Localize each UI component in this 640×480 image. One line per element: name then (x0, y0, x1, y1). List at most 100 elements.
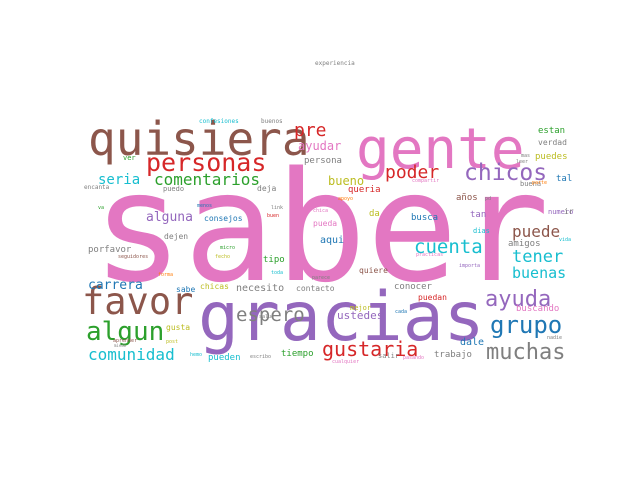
word-puedes: puedes (535, 152, 568, 162)
word-experiencia: experiencia (315, 60, 355, 67)
word-leer: leer (516, 159, 528, 165)
word-ver: ver (123, 154, 136, 162)
word-numero: numero (548, 208, 573, 216)
word-hemo: hemo (190, 352, 202, 358)
word-queria: queria (348, 185, 381, 195)
word-chica: chica (313, 208, 328, 214)
word-tal: tal (556, 174, 572, 184)
word-gente: gente (356, 117, 525, 182)
word-busca: busca (411, 213, 438, 223)
word-vida: vida (559, 237, 571, 243)
word-muchas: muchas (486, 340, 565, 365)
word-salir: salir (378, 352, 399, 360)
word-contacto: contacto (296, 284, 335, 293)
word-cuenta: cuenta (414, 236, 483, 258)
word-dale: dale (460, 337, 484, 348)
word-pasando: pasando (403, 355, 424, 361)
word-tiempo: tiempo (281, 349, 314, 359)
word-dias: dias (473, 227, 490, 235)
word-trabajo: trabajo (434, 350, 472, 360)
word-quiere: quiere (359, 266, 388, 275)
word-chicos: chicos (464, 160, 547, 186)
word-compartir: compartir (412, 178, 439, 184)
word-comunidad: comunidad (88, 345, 175, 364)
word-puedan: puedan (418, 293, 447, 302)
word-estan: estan (538, 126, 565, 136)
word-seguidores: seguidores (118, 254, 148, 260)
word-porfavor: porfavor (88, 245, 132, 255)
word-mas: mas (521, 153, 530, 159)
word-buena: buena (520, 180, 541, 188)
word-da: da (369, 209, 380, 219)
word-saber: saber (92, 139, 550, 316)
word-aprender: aprender (113, 338, 137, 344)
word-gusta: gusta (166, 323, 190, 332)
word-post: post (166, 339, 178, 345)
word-ayuda: ayuda (485, 287, 551, 312)
word-cualquier: cualquier (332, 359, 359, 365)
word-apoyo: apoyo (338, 196, 353, 202)
word-seria: seria (98, 172, 140, 188)
word-tan: tan (470, 210, 486, 220)
word-alguna: alguna (146, 210, 193, 225)
word-practicas: practicas (416, 252, 443, 258)
word-pueda: pueda (313, 219, 337, 228)
word-amigos: amigos (508, 239, 541, 249)
word-espero: espero (236, 304, 305, 326)
word-mejor: mejor (350, 304, 371, 312)
word-gracias: gracias (198, 278, 485, 357)
word-dejen: dejen (164, 232, 188, 241)
word-comentarios: comentarios (154, 170, 260, 189)
word-buen: buen (267, 213, 279, 219)
word-personas: personas (146, 148, 266, 177)
word-forma: forma (158, 272, 173, 278)
word-pueden: pueden (208, 353, 241, 363)
word-miedo: miedo (114, 343, 127, 348)
word-ir: ir (564, 207, 574, 216)
word-ayudar: ayudar (298, 139, 341, 153)
word-puede: puede (512, 222, 560, 241)
word-deja: deja (257, 184, 276, 193)
word-consejos: consejos (204, 214, 243, 223)
word-algun: algun (86, 317, 164, 347)
word-nadie: nadie (547, 335, 562, 341)
word-aqui: aqui (320, 235, 344, 246)
word-favor: favor (82, 280, 193, 323)
word-link: link (271, 205, 283, 211)
word-encanta: encanta (84, 184, 110, 191)
word-bueno: bueno (328, 174, 364, 188)
word-carrera: carrera (88, 278, 143, 293)
word-importa: importa (459, 263, 480, 269)
word-persona: persona (304, 156, 342, 166)
word-ustedes: ustedes (337, 309, 383, 322)
word-necesito: necesito (236, 283, 284, 294)
word-tener: tener (512, 247, 563, 267)
word-tipo: tipo (263, 255, 285, 265)
word-gustaria: gustaria (322, 337, 418, 361)
word-buenos: buenos (261, 118, 283, 125)
word-grupo: grupo (490, 311, 562, 339)
word-sabe: sabe (176, 285, 195, 294)
word-va: va (98, 205, 104, 211)
word-pre: pre (294, 120, 327, 141)
word-escribo: escribo (250, 354, 271, 360)
word-micro: micro (220, 245, 235, 251)
word-poder: poder (385, 162, 439, 183)
word-buenas: buenas (512, 264, 566, 282)
word-puedo: puedo (163, 185, 184, 193)
word-salud: salud (259, 314, 274, 320)
word-cada: cada (395, 309, 407, 315)
word-parece: parece (312, 275, 330, 281)
word-menos: menos (197, 203, 212, 209)
word-pd: pd (485, 196, 491, 202)
word-parte: parte (532, 180, 547, 186)
word-quisiera: quisiera (88, 112, 310, 166)
word-fecho: fecho (215, 254, 230, 260)
word-verdad: verdad (538, 138, 567, 147)
word-conocer: conocer (394, 282, 433, 292)
word-confesiones: confesiones (199, 118, 239, 125)
word-chicas: chicas (200, 282, 229, 291)
word-buscando: buscando (516, 304, 559, 314)
word-toda: toda (271, 270, 283, 276)
